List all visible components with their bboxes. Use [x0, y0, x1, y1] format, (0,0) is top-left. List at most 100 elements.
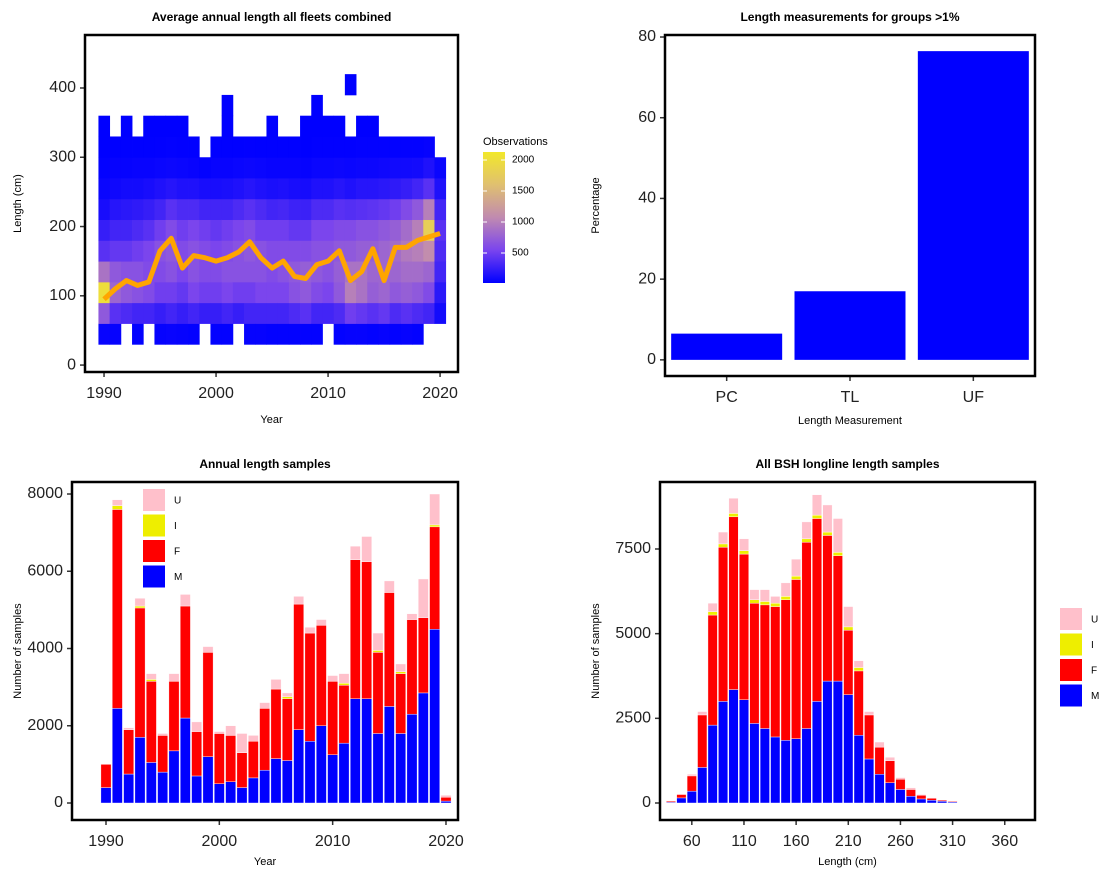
heat-cell — [311, 94, 323, 117]
heat-cell — [188, 240, 200, 262]
bar-segment — [270, 679, 282, 690]
bar-segment — [202, 646, 214, 653]
heat-cell — [400, 281, 413, 304]
bar-segment — [926, 800, 937, 804]
heat-cell — [244, 302, 256, 324]
bar-segment — [780, 740, 791, 804]
bar-segment — [895, 779, 906, 790]
bar-segment — [327, 675, 338, 682]
heat-cell — [255, 178, 267, 200]
x-axis-label: Year — [260, 414, 283, 426]
bar-segment — [236, 787, 248, 804]
bar-segment — [937, 801, 948, 804]
y-tick-label: 2000 — [27, 717, 63, 734]
heat-cell — [143, 136, 155, 158]
heat-cell — [109, 178, 122, 200]
y-tick-label: 0 — [642, 794, 651, 811]
bar-segment — [191, 721, 202, 732]
heat-cell — [188, 157, 200, 179]
bar-segment — [832, 552, 843, 556]
heat-cell — [400, 157, 413, 179]
heat-cell — [266, 302, 279, 324]
heat-cell — [311, 157, 323, 179]
heat-cell — [344, 74, 357, 96]
heat-cell — [176, 240, 189, 262]
bar-segment — [406, 613, 418, 620]
bar-segment — [406, 619, 418, 715]
y-tick-label: 400 — [49, 79, 76, 96]
heat-cell — [221, 281, 234, 304]
bar-segment — [791, 575, 802, 580]
heat-cell — [311, 219, 323, 241]
colorbar-tick-label: 2000 — [512, 155, 535, 166]
heat-cell — [98, 261, 111, 283]
bar-segment — [801, 521, 812, 540]
heat-cell — [255, 198, 267, 221]
heat-cell — [389, 219, 402, 241]
bar-segment — [759, 601, 770, 606]
bar-segment — [728, 689, 739, 804]
heat-cell — [378, 219, 391, 241]
bar-segment — [157, 733, 168, 736]
chart-title: All BSH longline length samples — [755, 457, 939, 471]
bar-segment — [123, 727, 134, 730]
y-tick-label: 0 — [647, 351, 656, 368]
bar-segment — [759, 604, 770, 729]
bar-segment — [384, 706, 395, 804]
heat-cell — [244, 219, 256, 241]
x-tick-label: 110 — [731, 833, 757, 850]
y-axis-label: Percentage — [590, 177, 602, 233]
x-tick-label: 2000 — [202, 833, 238, 850]
bar-segment — [100, 764, 112, 788]
heat-cell — [266, 198, 279, 221]
heat-cell — [277, 261, 290, 283]
heat-cell — [210, 136, 223, 158]
heat-cell — [188, 261, 200, 283]
bar-segment — [791, 579, 802, 739]
heat-cell — [132, 323, 144, 345]
heat-cell — [333, 261, 346, 283]
bar-segment — [864, 758, 875, 804]
heat-cell — [210, 302, 223, 324]
heat-cell — [311, 240, 323, 262]
heat-cell — [367, 302, 379, 324]
heat-cell — [244, 178, 256, 200]
x-axis-label: Year — [254, 856, 277, 868]
heat-cell — [423, 240, 435, 262]
bar-segment — [885, 782, 895, 804]
bar-segment — [202, 652, 214, 757]
bar-segment — [440, 800, 452, 804]
heat-cell — [412, 136, 424, 158]
legend-label: M — [174, 572, 182, 583]
bar-segment — [146, 762, 157, 804]
heat-cell — [98, 136, 111, 158]
heat-cell — [154, 178, 167, 200]
bar-segment — [676, 794, 687, 799]
bar-segment — [791, 738, 802, 804]
legend-swatch — [1060, 633, 1082, 656]
heat-cell — [132, 281, 144, 304]
heat-cell — [389, 178, 402, 200]
heat-cell — [344, 219, 357, 241]
bar-segment — [350, 698, 361, 804]
heat-cell — [143, 302, 155, 324]
heat-cell — [98, 219, 111, 241]
heat-cell — [322, 302, 335, 324]
legend-label: F — [1091, 666, 1097, 677]
bar-segment — [739, 550, 749, 555]
bar-segment — [853, 667, 864, 672]
bar-segment — [770, 736, 781, 804]
heat-cell — [266, 136, 279, 158]
bar-segment — [885, 760, 895, 783]
heat-cell — [109, 240, 122, 262]
heat-cell — [356, 240, 368, 262]
heat-cell — [423, 178, 435, 200]
bar-segment — [248, 777, 259, 804]
heat-cell — [423, 219, 435, 241]
heat-cell — [244, 281, 256, 304]
heat-cell — [221, 240, 234, 262]
heat-cell — [344, 136, 357, 158]
legend-swatch — [143, 514, 165, 537]
bar-segment — [429, 526, 440, 630]
heat-cell — [210, 323, 223, 345]
